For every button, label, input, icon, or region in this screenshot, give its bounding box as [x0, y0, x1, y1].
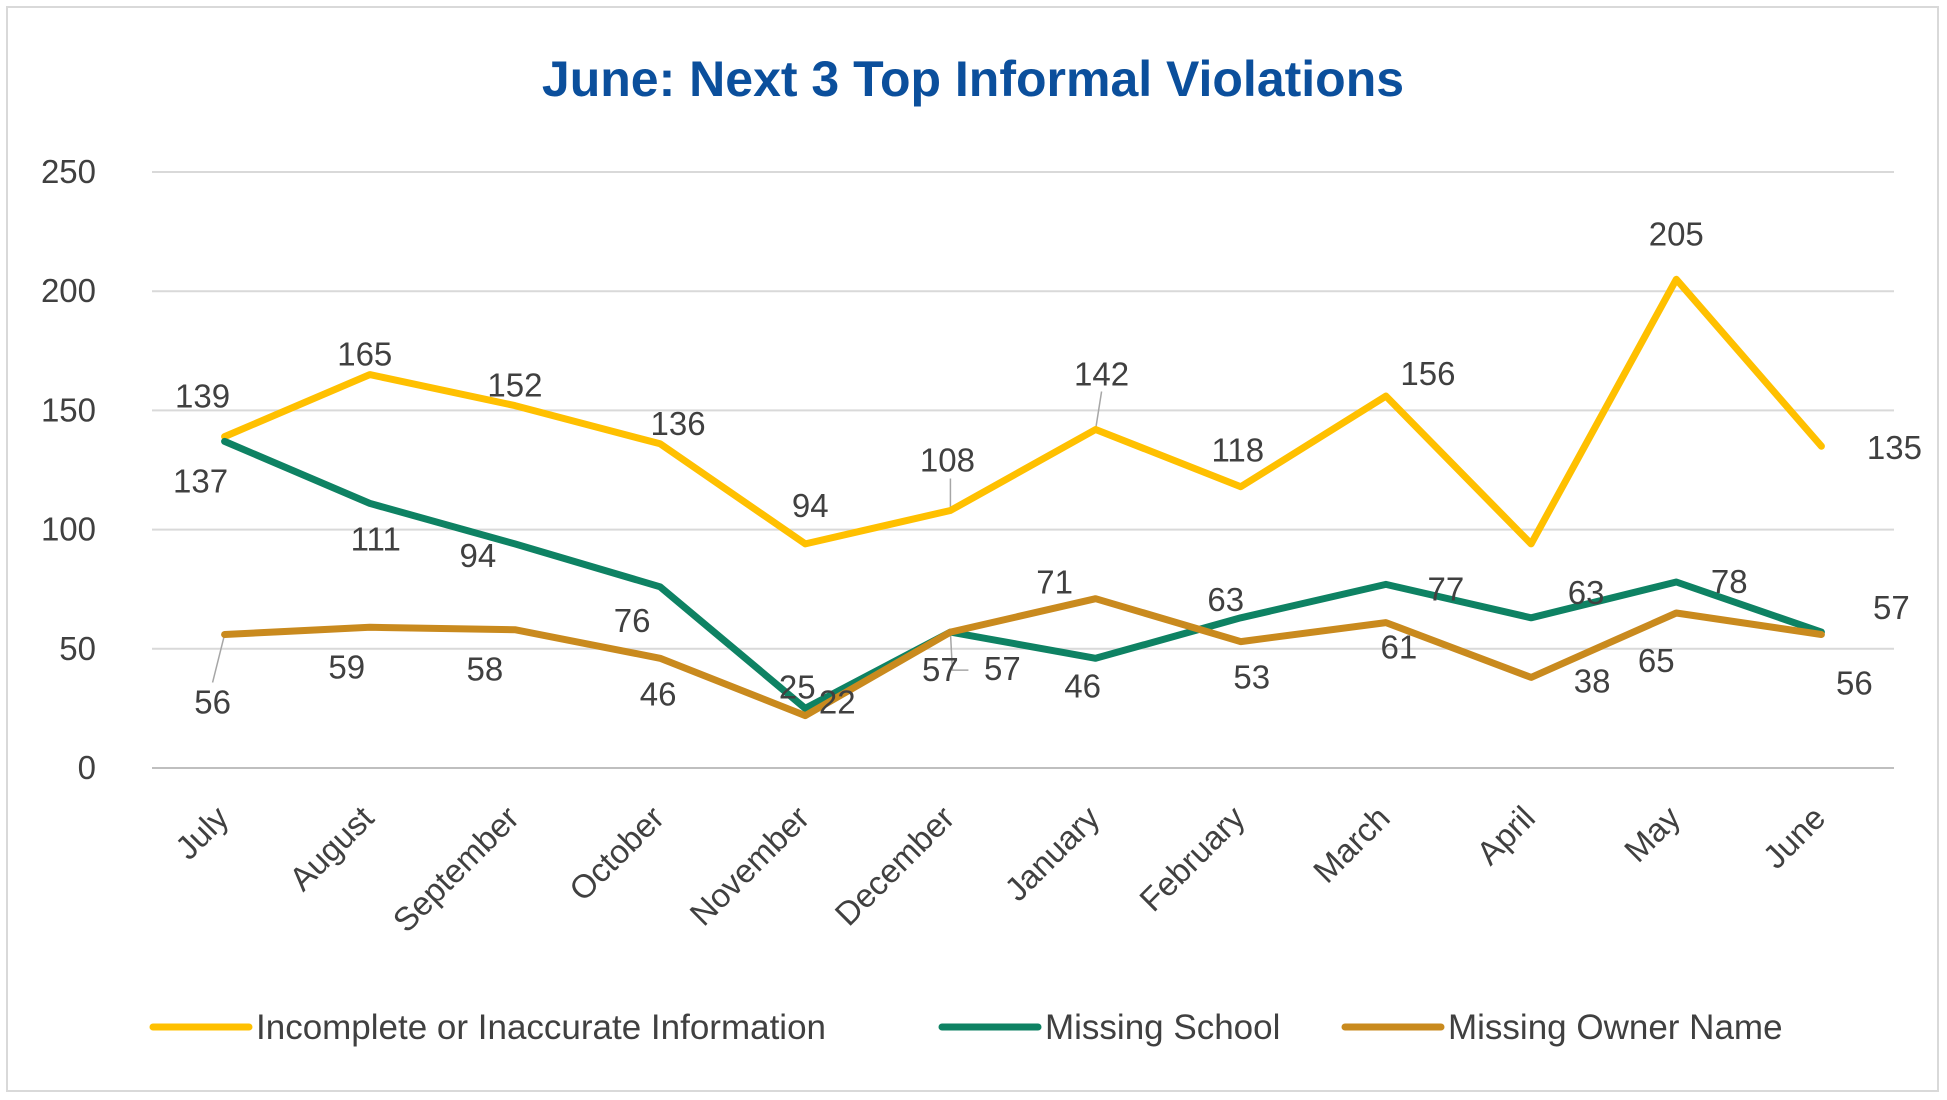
legend: Incomplete or Inaccurate Information Miss… [149, 1008, 1783, 1047]
series-line [221, 275, 1825, 548]
y-tick-label: 150 [41, 391, 96, 428]
leader-line [1094, 391, 1103, 430]
y-tick-label: 50 [59, 630, 96, 667]
chart-title: June: Next 3 Top Informal Violations [542, 51, 1404, 107]
leader-line [949, 632, 969, 671]
data-label: 53 [1233, 659, 1270, 696]
data-label: 25 [779, 668, 816, 705]
data-label: 22 [819, 684, 856, 721]
data-label: 94 [460, 537, 497, 574]
data-label: 63 [1207, 581, 1244, 618]
data-label: 56 [194, 683, 231, 720]
data-label: 136 [651, 405, 706, 442]
data-label: 118 [1211, 432, 1264, 469]
data-label: 77 [1428, 570, 1465, 607]
data-label: 142 [1074, 355, 1129, 392]
y-axis: 0 50 100 150 200 250 [41, 153, 96, 786]
chart-frame [6, 6, 1939, 1092]
data-label: 58 [467, 651, 504, 688]
x-tick-label: July [168, 798, 236, 866]
data-label: 156 [1400, 355, 1455, 392]
data-label: 135 [1867, 429, 1922, 466]
data-label: 71 [1036, 564, 1073, 601]
data-label: 57 [984, 650, 1021, 687]
data-label: 152 [487, 367, 542, 404]
data-label: 111 [351, 520, 401, 557]
y-tick-label: 0 [78, 749, 96, 786]
x-tick-label: June [1756, 799, 1833, 876]
legend-label: Missing Owner Name [1448, 1008, 1783, 1047]
data-label: 165 [337, 336, 392, 373]
x-tick-label: September [386, 799, 526, 939]
x-tick-label: November [682, 799, 816, 933]
data-label: 57 [922, 651, 959, 688]
leader-line [211, 634, 226, 683]
series-line [221, 437, 1825, 712]
data-label: 65 [1638, 642, 1675, 679]
data-label: 38 [1574, 662, 1611, 699]
data-label: 78 [1711, 563, 1748, 600]
y-tick-label: 250 [41, 153, 96, 190]
x-tick-label: April [1469, 799, 1542, 872]
x-tick-label: August [282, 799, 381, 898]
y-tick-label: 100 [41, 511, 96, 548]
x-tick-label: February [1132, 798, 1252, 918]
series-lines [221, 275, 1825, 720]
data-label: 137 [173, 462, 228, 499]
x-axis: July August September October November Decemb… [168, 798, 1832, 939]
legend-label: Incomplete or Inaccurate Information [256, 1008, 826, 1047]
data-label: 46 [1064, 667, 1101, 704]
x-tick-label: October [562, 799, 671, 908]
x-tick-label: May [1617, 798, 1688, 869]
x-tick-label: January [997, 798, 1107, 908]
y-tick-label: 200 [41, 272, 96, 309]
data-label: 57 [1873, 589, 1910, 626]
legend-label: Missing School [1045, 1008, 1280, 1047]
data-label: 76 [614, 602, 651, 639]
x-tick-label: March [1306, 799, 1397, 890]
data-label: 56 [1836, 664, 1873, 701]
data-label: 46 [640, 675, 677, 712]
data-label: 94 [792, 487, 829, 524]
data-label: 205 [1649, 215, 1704, 252]
data-label: 139 [175, 378, 230, 415]
data-labels: 139 165 152 136 94 108 142 118 156 205 135 137 111 94… [173, 215, 1922, 720]
data-label: 108 [920, 442, 975, 479]
series-line [221, 595, 1825, 720]
data-label: 63 [1568, 574, 1605, 611]
data-label: 61 [1381, 629, 1418, 666]
data-label: 59 [328, 648, 365, 685]
x-tick-label: December [828, 799, 962, 933]
